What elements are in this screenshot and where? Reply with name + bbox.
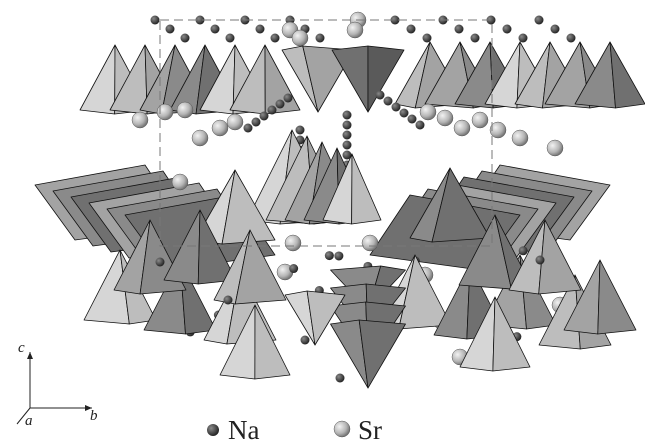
na-atom (343, 121, 352, 130)
na-atom (296, 126, 305, 135)
sr-atom (454, 120, 470, 136)
tetrahedron-face (255, 305, 290, 379)
na-atom (181, 34, 190, 43)
na-atom (376, 91, 385, 100)
na-atom (151, 16, 160, 25)
na-atom (325, 251, 334, 260)
na-atom (256, 25, 265, 34)
na-atom (343, 131, 352, 140)
sr-atom (227, 114, 243, 130)
na-atom (455, 25, 464, 34)
structure (35, 12, 645, 388)
sr-atom (292, 30, 308, 46)
crystal-structure: c a b Na Sr (0, 0, 645, 441)
na-atom (551, 25, 560, 34)
na-atom (408, 115, 417, 124)
sr-atom (512, 130, 528, 146)
sr-atom (285, 235, 301, 251)
na-atom (224, 296, 233, 305)
tetrahedron-face (352, 154, 381, 224)
sr-atom (192, 130, 208, 146)
na-atom (268, 106, 277, 115)
axis-triad: c a b (17, 340, 98, 429)
sr-atom (132, 112, 148, 128)
na-atom (343, 111, 352, 120)
na-atom (276, 100, 285, 109)
sr-atom (172, 174, 188, 190)
na-atom (260, 112, 269, 121)
na-atom (211, 25, 220, 34)
na-atom (284, 94, 293, 103)
na-atom (384, 97, 393, 106)
na-atom (156, 258, 165, 267)
sr-atom (362, 235, 378, 251)
sr-atom (437, 110, 453, 126)
na-atom (343, 141, 352, 150)
sr-atom (157, 104, 173, 120)
na-atom (301, 336, 310, 345)
a-label: a (25, 413, 33, 429)
sr-atom (347, 22, 363, 38)
na-atom (519, 246, 528, 255)
tetrahedron-face (598, 260, 636, 334)
na-atom (416, 121, 425, 130)
na-atom (536, 256, 545, 265)
sr-atom (420, 104, 436, 120)
c-label: c (18, 340, 25, 356)
b-label: b (90, 408, 98, 424)
na-atom (400, 109, 409, 118)
na-atom (535, 16, 544, 25)
na-atom (244, 124, 253, 133)
na-atom (407, 25, 416, 34)
na-atom (289, 264, 298, 273)
sr-atom (472, 112, 488, 128)
sr-atom (547, 140, 563, 156)
tetrahedron-face (610, 42, 645, 108)
na-atom (252, 118, 261, 127)
na-swatch (207, 424, 219, 436)
sr-swatch (334, 421, 350, 437)
na-atom (567, 34, 576, 43)
na-atom (471, 34, 480, 43)
na-atom (519, 34, 528, 43)
na-atom (271, 34, 280, 43)
na-atom (392, 103, 401, 112)
na-atom (226, 34, 235, 43)
na-atom (334, 251, 343, 260)
na-atom (166, 25, 175, 34)
legend-label: Na (228, 415, 259, 441)
na-atom (503, 25, 512, 34)
na-atom (316, 34, 325, 43)
sr-atom (177, 102, 193, 118)
na-atom (423, 34, 432, 43)
tetrahedron-face (80, 45, 115, 114)
na-atom (336, 374, 345, 383)
legend-label: Sr (358, 415, 382, 441)
sr-atom (212, 120, 228, 136)
legend: Na Sr (207, 415, 382, 441)
